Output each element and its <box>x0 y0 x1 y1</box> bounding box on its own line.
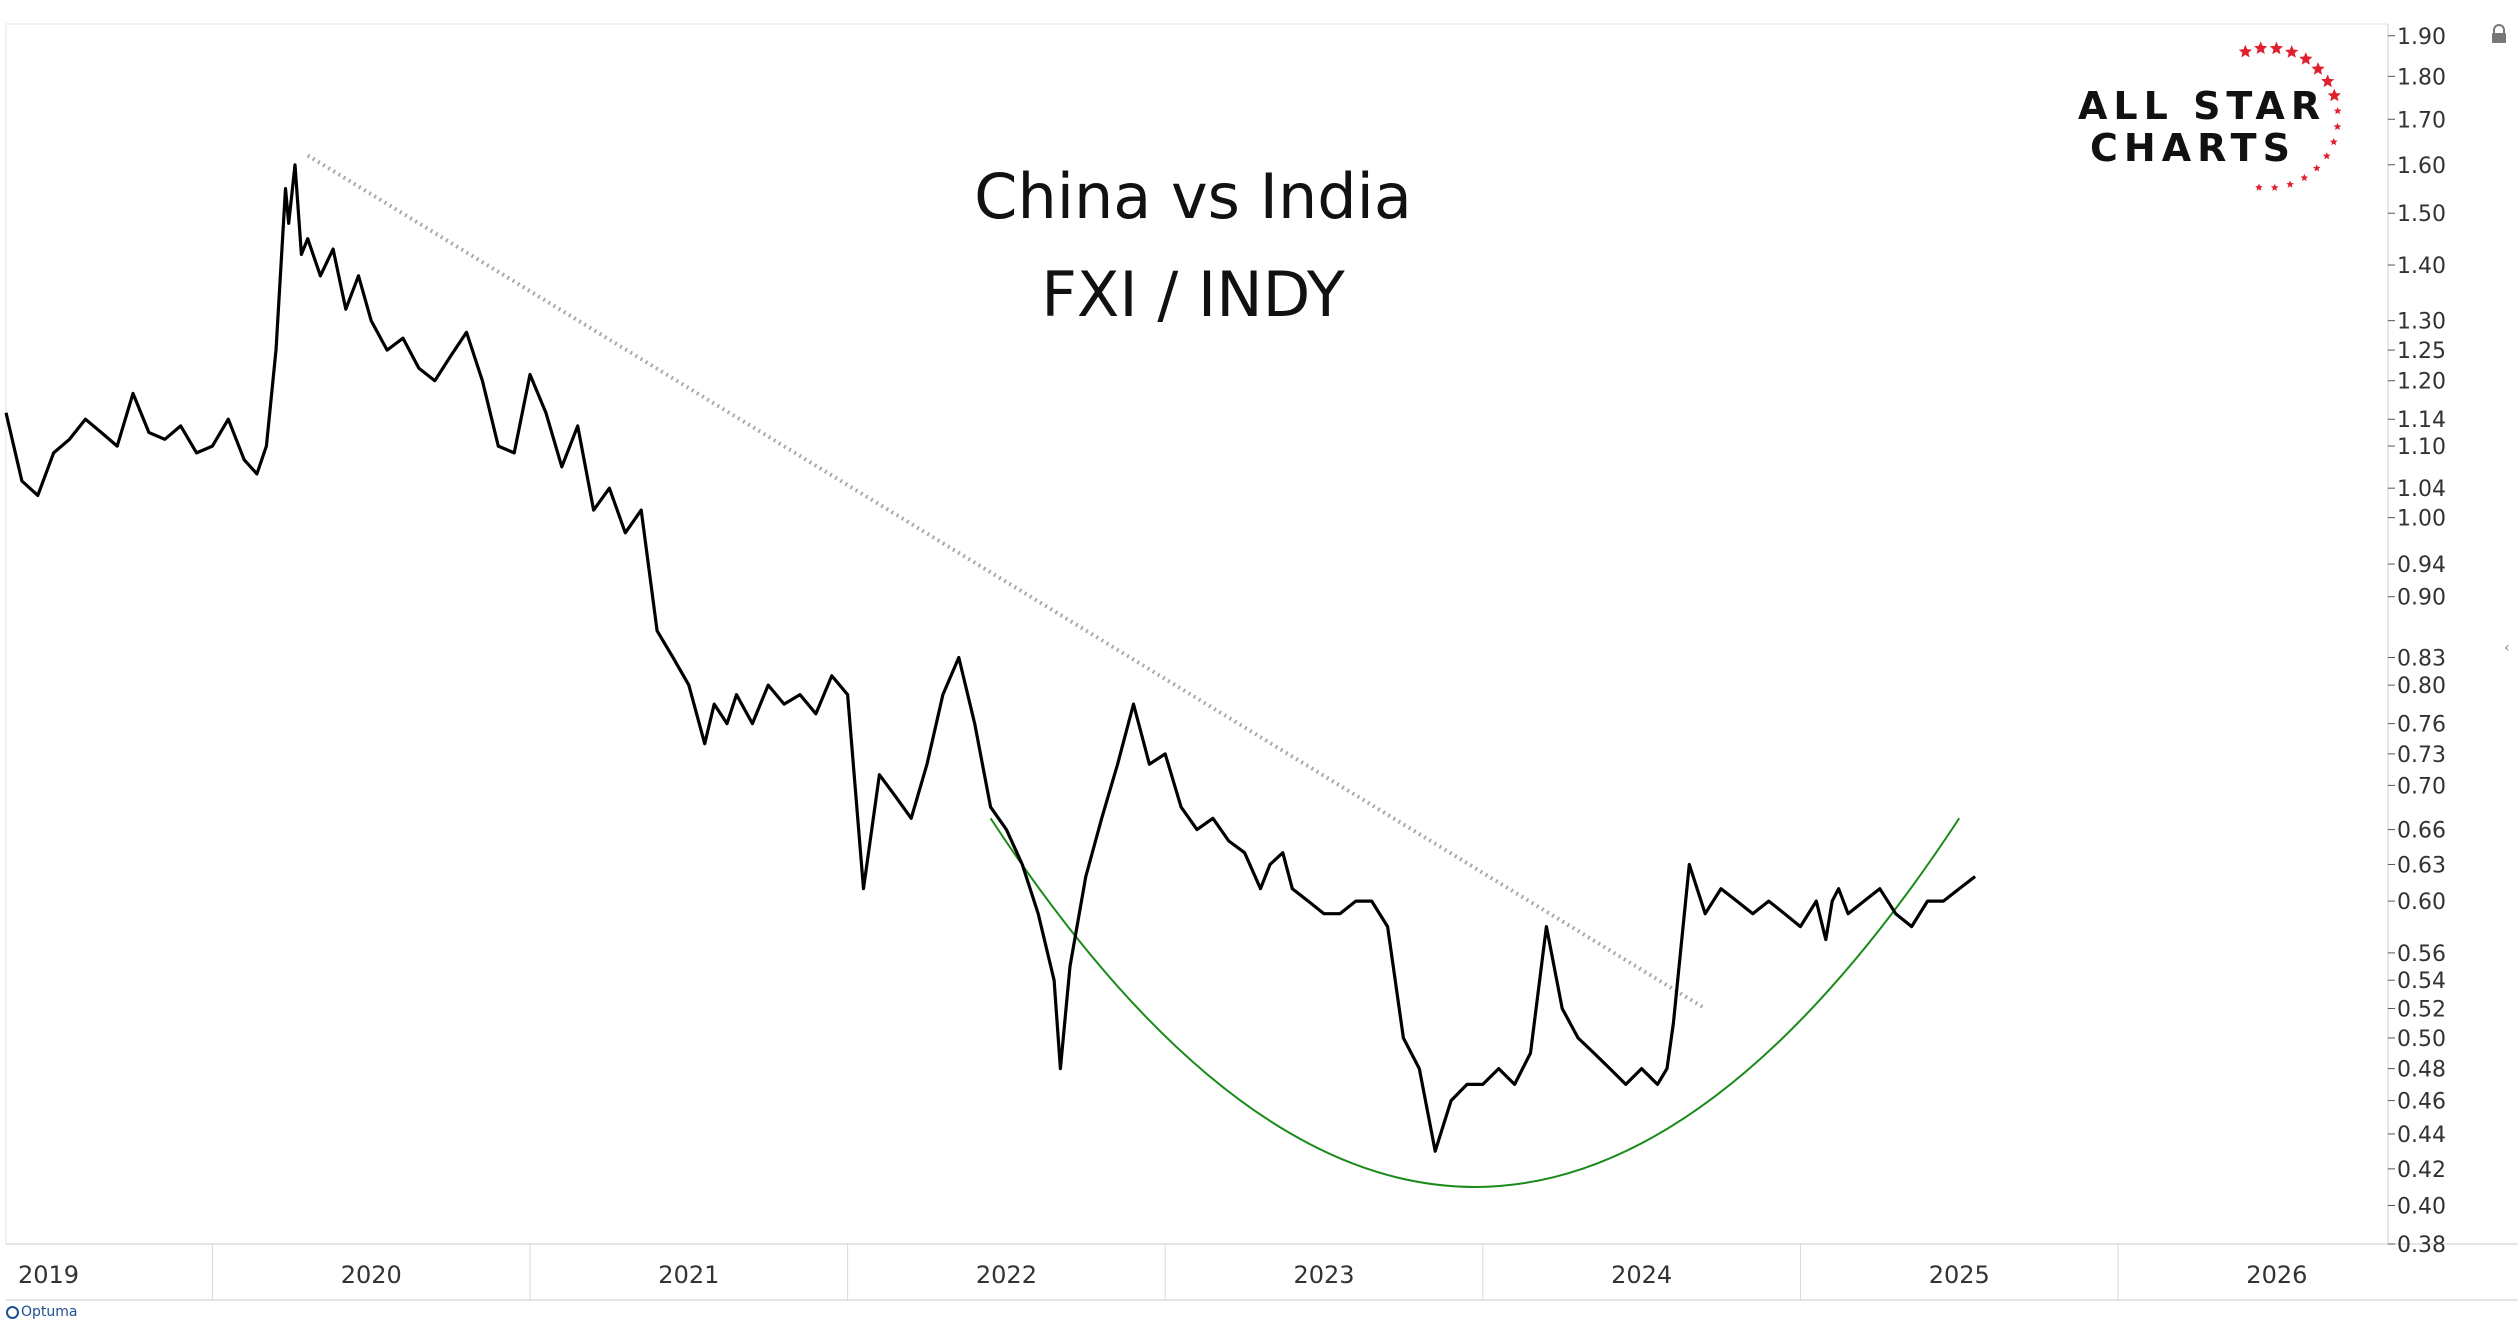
y-tick-label: 0.48 <box>2397 1058 2446 1083</box>
optuma-logo-icon <box>6 1305 19 1319</box>
logo-star <box>2333 107 2342 115</box>
y-tick-label: 0.42 <box>2397 1158 2446 1183</box>
x-axis-ticks: 2019 2020 2021 2022 2023 2024 2025 2026 <box>18 1261 2307 1289</box>
logo-star <box>2322 152 2331 160</box>
logo-star <box>2270 183 2279 191</box>
y-tick-label: 0.54 <box>2397 969 2446 994</box>
y-tick-label: 1.20 <box>2397 370 2446 395</box>
logo-star <box>2321 74 2335 88</box>
y-tick-label: 0.66 <box>2397 819 2446 844</box>
logo-star <box>2285 45 2299 58</box>
logo-star <box>2255 183 2263 191</box>
logo-star <box>2299 52 2313 65</box>
y-tick-label: 0.63 <box>2397 853 2446 878</box>
y-tick-label: 0.52 <box>2397 998 2446 1023</box>
chart-subtitle: FXI / INDY <box>1041 258 1345 331</box>
logo-star <box>2313 164 2321 172</box>
y-tick-label: 1.90 <box>2397 25 2446 50</box>
chart-title: China vs India <box>974 160 1412 233</box>
logo-star <box>2330 138 2338 146</box>
y-tick-label: 0.40 <box>2397 1194 2446 1219</box>
y-tick-label: 1.04 <box>2397 477 2446 502</box>
y-tick-label: 1.14 <box>2397 408 2446 433</box>
rounding-bottom-arc <box>989 817 1961 1188</box>
y-tick-label: 0.50 <box>2397 1027 2446 1052</box>
y-tick-label: 0.38 <box>2397 1233 2446 1258</box>
trendline <box>306 153 1707 1011</box>
logo-star <box>2311 62 2325 75</box>
y-tick-label: 0.73 <box>2397 743 2446 768</box>
y-tick-label: 0.60 <box>2397 890 2446 915</box>
logo-star <box>2286 180 2294 188</box>
all-star-charts-logo: ALL STAR CHARTS <box>2068 40 2388 200</box>
y-tick-label: 0.94 <box>2397 553 2446 578</box>
y-tick-label: 1.30 <box>2397 310 2446 335</box>
logo-stars-icon <box>2238 41 2342 191</box>
logo-line1: ALL STAR <box>2078 84 2327 128</box>
y-tick-label: 1.00 <box>2397 507 2446 532</box>
x-tick-label: 2024 <box>1611 1261 1672 1289</box>
optuma-brand: Optuma <box>6 1304 78 1320</box>
logo-star <box>2300 173 2309 182</box>
x-tick-label: 2019 <box>18 1261 79 1289</box>
y-tick-label: 0.90 <box>2397 586 2446 611</box>
chart-marks <box>4 153 1977 1188</box>
y-tick-label: 0.46 <box>2397 1090 2446 1115</box>
y-tick-label: 0.70 <box>2397 774 2446 799</box>
brand-text: Optuma <box>21 1304 78 1320</box>
logo-star <box>2333 122 2342 130</box>
y-tick-label: 1.25 <box>2397 339 2446 364</box>
y-tick-label: 1.50 <box>2397 202 2446 227</box>
y-tick-label: 0.76 <box>2397 713 2446 738</box>
chevron-left-icon[interactable]: ‹ <box>2504 640 2510 656</box>
x-axis-separators <box>211 1244 2119 1300</box>
x-tick-label: 2022 <box>976 1261 1037 1289</box>
y-tick-label: 1.40 <box>2397 254 2446 279</box>
logo-star <box>2327 88 2341 102</box>
y-axis-ticks: 1.90 1.80 1.70 1.60 1.50 1.40 1.30 1.25 1.20 1.14… <box>2388 25 2446 1258</box>
x-tick-label: 2021 <box>658 1261 719 1289</box>
y-tick-label: 0.56 <box>2397 942 2446 967</box>
x-tick-label: 2020 <box>341 1261 402 1289</box>
y-tick-label: 1.60 <box>2397 154 2446 179</box>
y-tick-label: 0.83 <box>2397 646 2446 671</box>
y-tick-label: 1.10 <box>2397 435 2446 460</box>
y-tick-label: 1.80 <box>2397 65 2446 90</box>
logo-star <box>2269 41 2284 55</box>
y-tick-label: 0.80 <box>2397 674 2446 699</box>
y-tick-label: 1.70 <box>2397 108 2446 133</box>
x-tick-label: 2025 <box>1929 1261 1990 1289</box>
lock-icon[interactable] <box>2490 24 2508 44</box>
x-tick-label: 2026 <box>2246 1261 2307 1289</box>
logo-star <box>2238 44 2252 58</box>
logo-line2: CHARTS <box>2090 126 2296 170</box>
logo-star <box>2254 41 2268 54</box>
y-tick-label: 0.44 <box>2397 1123 2446 1148</box>
x-tick-label: 2023 <box>1294 1261 1355 1289</box>
series-line <box>4 163 1977 1153</box>
